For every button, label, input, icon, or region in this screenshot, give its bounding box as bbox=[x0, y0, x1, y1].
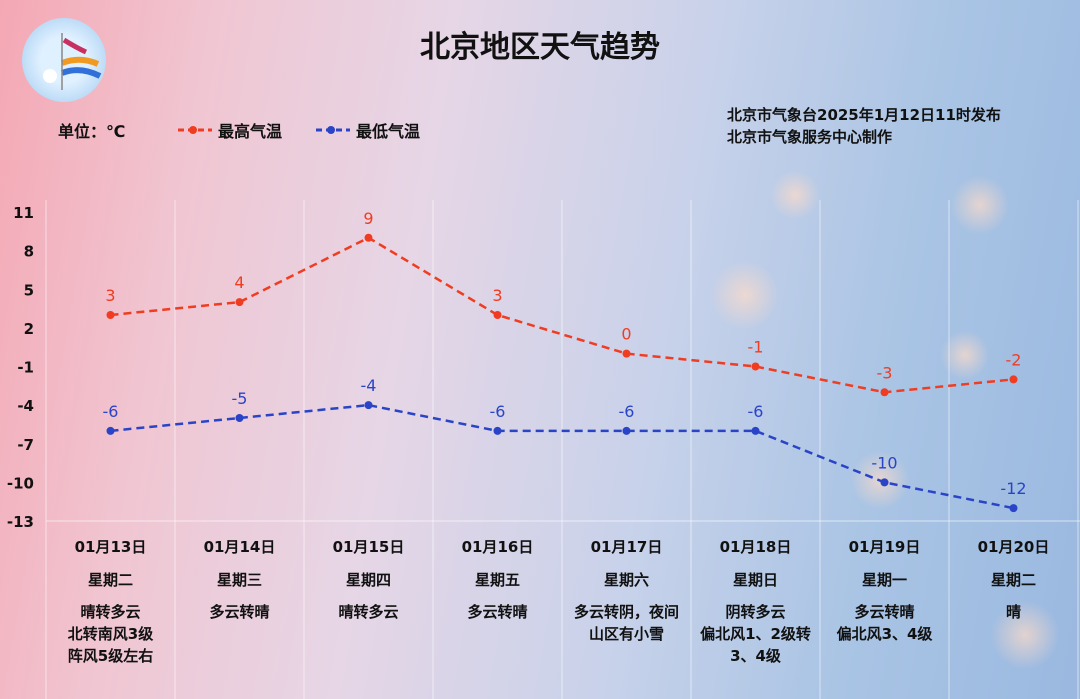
data-label: -12 bbox=[1000, 479, 1026, 498]
x-tick-weekday: 星期五 bbox=[474, 571, 520, 589]
data-point bbox=[235, 414, 244, 422]
data-label: 4 bbox=[234, 273, 244, 292]
data-label: 3 bbox=[492, 286, 502, 305]
chart-title: 北京地区天气趋势 bbox=[420, 30, 660, 65]
data-point bbox=[1009, 504, 1018, 513]
data-point bbox=[364, 233, 373, 242]
weather-description: 多云转阴，夜间 山区有小雪 bbox=[562, 601, 691, 645]
weather-line: 偏北风1、2级转 bbox=[700, 625, 811, 643]
y-tick-label: -1 bbox=[17, 359, 34, 377]
data-label: -2 bbox=[1006, 350, 1022, 369]
data-point bbox=[751, 362, 760, 371]
data-point bbox=[235, 298, 244, 307]
weather-description: 多云转晴偏北风3、4级 bbox=[820, 601, 949, 645]
x-tick-weekday: 星期四 bbox=[345, 571, 391, 589]
y-tick-label: -13 bbox=[7, 513, 34, 531]
y-tick-label: 2 bbox=[24, 320, 34, 338]
data-point bbox=[880, 478, 889, 487]
weather-description: 多云转晴 bbox=[175, 601, 304, 623]
data-label: -6 bbox=[748, 402, 764, 421]
data-label: -4 bbox=[361, 376, 377, 395]
x-tick-date: 01月18日 bbox=[719, 538, 792, 556]
y-tick-label: 11 bbox=[13, 204, 34, 222]
x-tick-weekday: 星期二 bbox=[990, 571, 1036, 589]
series-line-low bbox=[110, 403, 1014, 510]
data-label: -6 bbox=[619, 402, 635, 421]
data-point bbox=[106, 311, 115, 319]
weather-line: 晴 bbox=[1005, 603, 1021, 621]
weather-line: 多云转晴 bbox=[467, 603, 528, 621]
data-label: 9 bbox=[363, 209, 373, 228]
legend-low-marker bbox=[316, 126, 350, 134]
y-tick-label: -10 bbox=[7, 474, 34, 492]
x-tick-weekday: 星期六 bbox=[603, 571, 649, 589]
issuer-text: 北京市气象台2025年1月12日11时发布 bbox=[727, 106, 1001, 124]
data-label: 0 bbox=[621, 325, 631, 344]
data-label: -1 bbox=[748, 338, 764, 357]
weather-line: 多云转晴 bbox=[209, 603, 270, 621]
legend-high-marker bbox=[178, 126, 212, 134]
data-point bbox=[622, 349, 631, 358]
weather-line: 3、4级 bbox=[730, 647, 781, 665]
x-tick-weekday: 星期日 bbox=[732, 571, 778, 589]
x-tick-date: 01月17日 bbox=[590, 538, 663, 556]
weather-line: 晴转多云 bbox=[80, 603, 141, 621]
data-point bbox=[622, 426, 631, 435]
weather-line: 晴转多云 bbox=[338, 603, 399, 621]
weather-description: 晴转多云 bbox=[304, 601, 433, 623]
legend-high: 最高气温 bbox=[178, 118, 282, 142]
data-point bbox=[880, 388, 889, 397]
weather-line: 阵风5级左右 bbox=[67, 647, 154, 665]
x-tick-date: 01月19日 bbox=[848, 538, 921, 556]
weather-description: 晴 bbox=[949, 601, 1078, 623]
weather-line: 北转南风3级 bbox=[67, 625, 154, 643]
weather-description: 晴转多云北转南风3级 阵风5级左右 bbox=[46, 601, 175, 667]
weather-description: 多云转晴 bbox=[433, 601, 562, 623]
weather-line: 多云转阴，夜间 bbox=[573, 603, 679, 621]
weather-description: 阴转多云偏北风1、2级转 3、4级 bbox=[691, 601, 820, 667]
weather-line: 多云转晴 bbox=[854, 603, 915, 621]
data-point bbox=[751, 426, 760, 435]
legend-high-label: 最高气温 bbox=[218, 122, 283, 141]
data-point bbox=[493, 426, 502, 435]
x-tick-weekday: 星期三 bbox=[216, 571, 262, 589]
y-tick-label: -7 bbox=[17, 436, 34, 454]
x-tick-date: 01月20日 bbox=[977, 538, 1050, 556]
x-tick-date: 01月14日 bbox=[203, 538, 276, 556]
weather-line: 偏北风3、4级 bbox=[836, 625, 933, 643]
data-label: -10 bbox=[871, 453, 897, 472]
x-tick-date: 01月13日 bbox=[74, 538, 147, 556]
data-point bbox=[364, 401, 373, 410]
data-label: -5 bbox=[232, 389, 248, 408]
y-tick-label: 8 bbox=[24, 243, 34, 261]
data-label: -3 bbox=[877, 363, 893, 382]
legend-low: 最低气温 bbox=[316, 118, 420, 142]
data-point bbox=[1009, 375, 1018, 384]
series-line-high bbox=[110, 236, 1014, 394]
weather-line: 山区有小雪 bbox=[588, 625, 664, 643]
producer-text: 北京市气象服务中心制作 bbox=[727, 128, 893, 146]
data-label: 3 bbox=[105, 286, 115, 305]
x-tick-date: 01月16日 bbox=[461, 538, 534, 556]
legend-low-label: 最低气温 bbox=[356, 122, 421, 141]
meteorological-service-logo bbox=[22, 18, 106, 102]
y-tick-label: 5 bbox=[24, 281, 34, 299]
x-tick-weekday: 星期二 bbox=[87, 571, 133, 589]
y-tick-label: -4 bbox=[17, 397, 34, 415]
data-point bbox=[106, 426, 115, 435]
data-label: -6 bbox=[490, 402, 506, 421]
data-label: -6 bbox=[103, 402, 119, 421]
x-tick-date: 01月15日 bbox=[332, 538, 405, 556]
unit-label: 单位：℃ bbox=[58, 122, 126, 141]
x-tick-weekday: 星期一 bbox=[861, 571, 907, 589]
data-point bbox=[493, 311, 502, 319]
weather-line: 阴转多云 bbox=[725, 603, 786, 621]
